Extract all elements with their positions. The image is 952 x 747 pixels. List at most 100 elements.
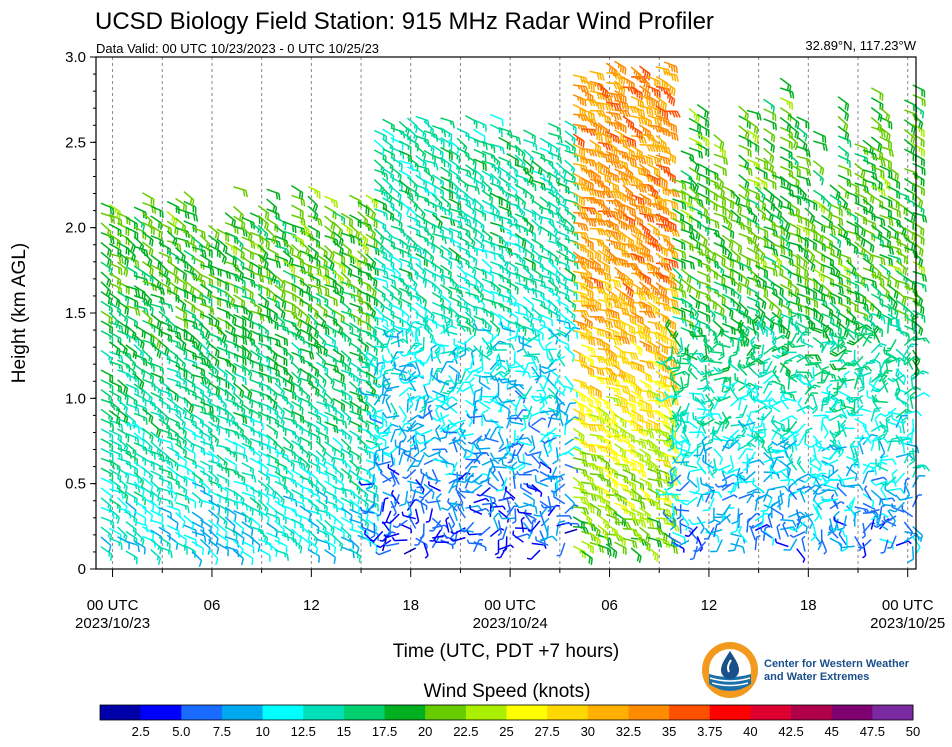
wind-barb (556, 451, 575, 458)
wind-barb (224, 212, 237, 228)
wind-barb (398, 490, 409, 507)
wind-barb (133, 216, 146, 232)
wind-barb (233, 313, 247, 327)
wind-barb (166, 505, 181, 517)
wind-barb (116, 497, 128, 514)
colorbar-tick-label: 10 (255, 724, 269, 739)
wind-barb (498, 136, 511, 151)
x-tick-label: 06 (601, 597, 618, 614)
wind-barb (183, 191, 195, 207)
wind-barb (572, 545, 586, 559)
wind-barb (191, 550, 203, 568)
wind-barb (133, 481, 145, 498)
wind-barb (150, 441, 162, 458)
wind-barb (166, 200, 180, 215)
wind-barb (199, 352, 211, 369)
colorbar-tick-label: 5.0 (172, 724, 190, 739)
wind-barb (589, 70, 605, 81)
wind-barb (100, 310, 113, 326)
wind-barb (200, 430, 213, 445)
wind-barb (241, 511, 253, 528)
wind-barb (680, 496, 698, 506)
chart-title: UCSD Biology Field Station: 915 MHz Rada… (95, 8, 714, 35)
wind-barb (370, 522, 376, 539)
wind-barb (216, 395, 228, 412)
wind-barb (183, 495, 197, 509)
colorbar-swatch (750, 705, 792, 720)
wind-barb (788, 212, 803, 224)
wind-barb (142, 525, 155, 541)
org-name: Center for Western Weather and Water Ext… (764, 658, 940, 684)
wind-barb (200, 411, 215, 423)
wind-barb (680, 258, 695, 270)
wind-barb (713, 192, 727, 207)
wind-barb (796, 405, 815, 412)
wind-barb (100, 300, 113, 316)
wind-barb (266, 375, 281, 387)
wind-barb (150, 303, 166, 315)
wind-barb (175, 325, 188, 340)
wind-barb (233, 333, 248, 346)
wind-barb (903, 177, 917, 193)
wind-barb (597, 514, 610, 530)
wind-barb (730, 542, 746, 554)
wind-barb (912, 270, 927, 283)
wind-barb (431, 517, 443, 531)
wind-barb (233, 510, 247, 523)
wind-barb (390, 254, 403, 270)
wind-barb (796, 456, 806, 474)
wind-barb (257, 205, 270, 221)
wind-barb (183, 475, 197, 489)
wind-barb (141, 251, 153, 268)
wind-barb (738, 525, 748, 543)
x-tick-label: 12 (303, 597, 320, 614)
wind-barb (825, 400, 839, 414)
colorbar-tick-label: 15 (337, 724, 351, 739)
wind-barb (133, 422, 146, 438)
wind-barb (340, 497, 354, 511)
wind-barb (199, 519, 212, 534)
wind-barb (622, 419, 639, 430)
wind-barb (200, 450, 215, 463)
wind-barb (779, 107, 792, 122)
wind-barb (357, 309, 370, 323)
wind-barb (191, 374, 207, 385)
wind-barb (737, 394, 748, 411)
x-tick-date: 2023/10/24 (473, 615, 548, 632)
wind-barb (664, 522, 680, 532)
wind-barb (224, 241, 238, 256)
wind-barb (812, 160, 825, 176)
wind-barb (889, 472, 905, 484)
wind-barb (150, 549, 162, 565)
wind-barb (771, 174, 786, 187)
wind-barb (100, 202, 115, 215)
x-tick-label: 00 UTC (87, 597, 139, 614)
colorbar-swatch (547, 705, 589, 720)
wind-barb (200, 440, 215, 453)
wind-barb (801, 535, 806, 552)
wind-barb (233, 362, 247, 376)
wind-barb (597, 445, 614, 455)
wind-barb (912, 392, 931, 400)
wind-barb (655, 154, 671, 166)
wind-barb (340, 399, 354, 413)
wind-barb (556, 542, 566, 557)
colorbar-swatch (628, 705, 670, 720)
wind-barb (523, 468, 540, 475)
wind-barb (606, 386, 622, 396)
colorbar-swatch (465, 705, 507, 720)
wind-barb (233, 245, 245, 261)
wind-barb (117, 261, 129, 277)
wind-barb (837, 96, 850, 112)
wind-barb (158, 457, 174, 469)
wind-barb (125, 246, 137, 263)
wind-barb (117, 320, 130, 335)
wind-barb (887, 437, 899, 452)
wind-barb (216, 532, 229, 548)
y-axis-label: Height (km AGL) (9, 243, 30, 383)
wind-barb (241, 530, 254, 545)
x-tick-label: 00 UTC (484, 597, 536, 614)
wind-barb (688, 215, 702, 230)
wind-barb (133, 540, 146, 555)
